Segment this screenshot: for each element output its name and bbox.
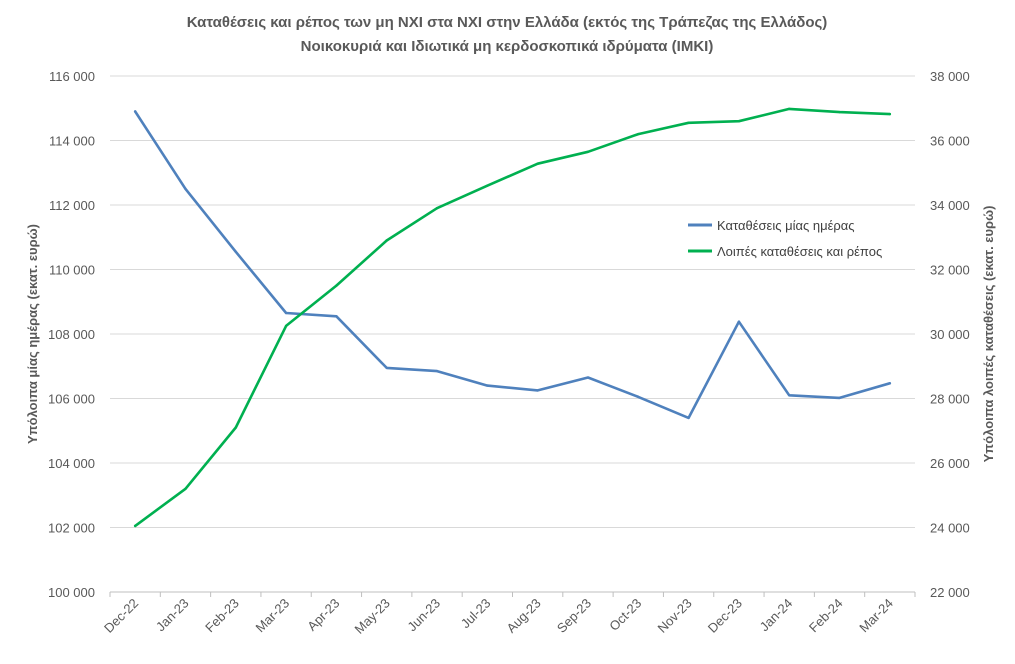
x-tick-label: Feb-23 (202, 596, 242, 636)
left-tick-label: 114 000 (49, 134, 95, 149)
data-point (838, 110, 841, 114)
data-point (284, 324, 288, 328)
data-point (234, 250, 237, 253)
right-tick-label: 24 000 (930, 521, 970, 536)
data-point (888, 112, 892, 116)
x-tick-label: Jan-23 (153, 596, 192, 635)
right-tick-label: 30 000 (930, 327, 970, 342)
x-tick-label: Jun-23 (404, 596, 443, 635)
data-point (486, 184, 489, 187)
data-point (687, 416, 690, 420)
x-axis: Dec-22 Jan-23 Feb-23 Mar-23 Apr-23 May-23 Jun-… (101, 591, 916, 637)
left-tick-label: 110 000 (49, 263, 95, 278)
data-point (184, 187, 187, 191)
x-tick-label: Sep-23 (554, 596, 594, 636)
data-point (838, 396, 841, 400)
data-point (637, 395, 640, 399)
x-tick-label: May-23 (352, 596, 393, 637)
right-tick-label: 32 000 (930, 263, 970, 278)
data-point (788, 394, 791, 397)
x-tick-label: Mar-23 (252, 596, 292, 636)
x-tick-label: Mar-24 (856, 596, 896, 636)
x-tick-label: Jul-23 (458, 596, 494, 632)
data-point (435, 369, 439, 373)
left-tick-label: 104 000 (48, 456, 95, 471)
legend: Καταθέσεις μίας ημέρας Λοιπές καταθέσεις… (688, 218, 882, 259)
legend-label-series-1: Καταθέσεις μίας ημέρας (717, 218, 855, 233)
series-line-2 (133, 107, 892, 528)
x-tick-label: Apr-23 (304, 596, 342, 634)
legend-label-series-2: Λοιπές καταθέσεις και ρέπος (717, 244, 882, 259)
gridlines (110, 75, 915, 593)
data-point (737, 320, 741, 323)
data-point (486, 384, 489, 387)
data-point (637, 132, 640, 136)
right-tick-label: 26 000 (930, 456, 970, 471)
data-point (385, 366, 388, 370)
left-tick-label: 108 000 (48, 327, 95, 342)
right-y-axis: 22 000 24 000 26 000 28 000 30 000 32 000 34 0… (930, 69, 970, 600)
data-point (586, 376, 590, 379)
data-point (536, 389, 539, 392)
left-axis-title: Υπόλοιπα μίας ημέρας (εκατ. ευρώ) (25, 224, 40, 444)
chart-subtitle: Νοικοκυριά και Ιδιωτικά μη κερδοσκοπικά … (301, 38, 714, 55)
data-point (586, 150, 590, 153)
data-point (888, 382, 892, 385)
right-tick-label: 28 000 (930, 392, 970, 407)
series (133, 107, 892, 528)
data-point (184, 487, 187, 490)
data-point (335, 315, 338, 318)
x-tick-label: Dec-22 (101, 596, 141, 636)
left-tick-label: 112 000 (49, 198, 95, 213)
x-tick-label: Feb-24 (806, 596, 846, 636)
data-point (687, 121, 690, 124)
data-point (737, 119, 741, 123)
left-tick-label: 106 000 (48, 392, 95, 407)
data-point (335, 284, 338, 287)
right-axis-title: Υπόλοιπα λοιπές καταθέσεις (εκατ. ευρώ) (981, 206, 996, 463)
data-point (133, 110, 137, 113)
left-tick-label: 100 000 (48, 585, 95, 600)
data-point (788, 107, 791, 111)
x-tick-label: Nov-23 (654, 596, 694, 636)
x-tick-label: Jan-24 (757, 596, 796, 635)
right-tick-label: 22 000 (930, 585, 970, 600)
right-tick-label: 34 000 (930, 198, 970, 213)
right-tick-label: 38 000 (930, 69, 970, 84)
data-point (234, 426, 237, 429)
x-tick-label: Dec-23 (705, 596, 745, 636)
data-point (284, 311, 288, 315)
data-point (435, 207, 439, 210)
right-tick-label: 36 000 (930, 134, 970, 149)
left-tick-label: 116 000 (49, 69, 95, 84)
data-point (536, 162, 539, 165)
data-point (133, 524, 137, 528)
series-line-1 (133, 110, 892, 420)
left-tick-label: 102 000 (48, 521, 95, 536)
left-y-axis: 100 000 102 000 104 000 106 000 108 000 110 0… (48, 69, 95, 600)
data-point (385, 239, 388, 242)
x-tick-label: Oct-23 (606, 596, 644, 634)
x-tick-label: Aug-23 (504, 596, 544, 636)
chart-title: Καταθέσεις και ρέπος των μη ΝΧΙ στα ΝΧΙ … (187, 14, 828, 31)
